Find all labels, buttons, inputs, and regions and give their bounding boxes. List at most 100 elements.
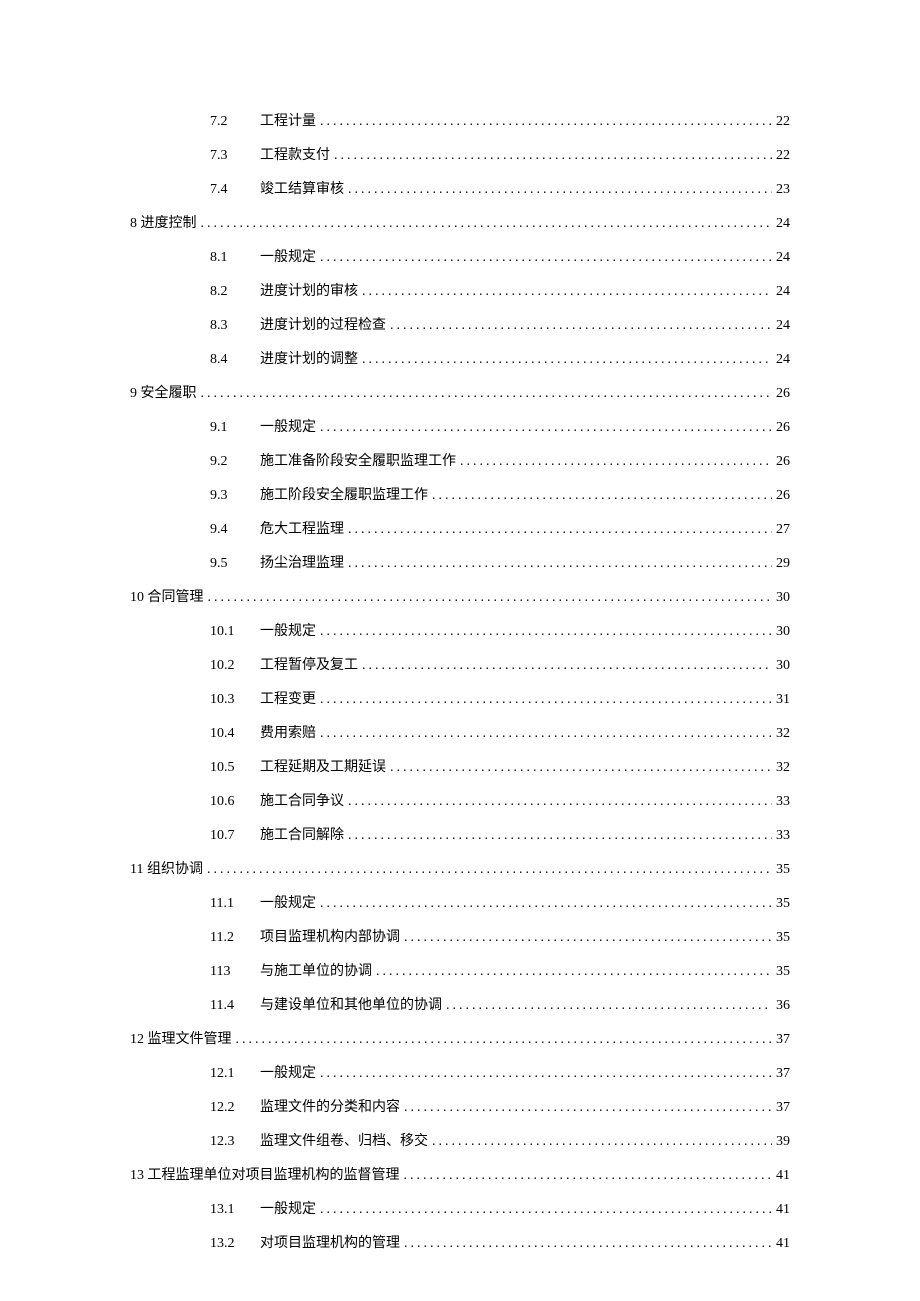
toc-section-number: 10.2 (210, 658, 260, 674)
toc-entry: 8.4进度计划的调整..............................… (210, 348, 790, 368)
toc-leader-dots: ........................................… (207, 862, 772, 878)
toc-page-number: 32 (776, 726, 790, 742)
toc-leader-dots: ........................................… (208, 590, 773, 606)
toc-leader-dots: ........................................… (460, 454, 772, 470)
toc-entry: 9.5扬尘治理监理...............................… (210, 552, 790, 572)
toc-leader-dots: ........................................… (236, 1032, 773, 1048)
toc-entry: 10.1一般规定................................… (210, 620, 790, 640)
toc-heading: 10 合同管理 (130, 586, 204, 606)
toc-section-number: 113 (210, 964, 260, 980)
toc-section-number: 13.2 (210, 1236, 260, 1252)
toc-entry: 7.3工程款支付................................… (210, 144, 790, 164)
toc-section-number: 9.4 (210, 522, 260, 538)
toc-section-title: 施工合同解除 (260, 824, 344, 844)
toc-leader-dots: ........................................… (320, 726, 772, 742)
toc-section-title: 工程计量 (260, 110, 316, 130)
toc-leader-dots: ........................................… (404, 1236, 772, 1252)
toc-section-number: 10.3 (210, 692, 260, 708)
toc-section-title: 危大工程监理 (260, 518, 344, 538)
toc-page-number: 26 (776, 454, 790, 470)
toc-section-title: 一般规定 (260, 246, 316, 266)
toc-page-number: 33 (776, 828, 790, 844)
toc-heading: 13 工程监理单位对项目监理机构的监督管理 (130, 1164, 400, 1184)
toc-section-title: 工程延期及工期延误 (260, 756, 386, 776)
toc-page-number: 41 (776, 1202, 790, 1218)
toc-section-number: 7.4 (210, 182, 260, 198)
toc-entry: 8.1一般规定.................................… (210, 246, 790, 266)
toc-section-title: 与建设单位和其他单位的协调 (260, 994, 442, 1014)
toc-leader-dots: ........................................… (348, 828, 772, 844)
toc-entry: 13 工程监理单位对项目监理机构的监督管理...................… (130, 1164, 790, 1184)
toc-leader-dots: ........................................… (320, 1202, 772, 1218)
toc-page-number: 30 (776, 590, 790, 606)
toc-entry: 9.3施工阶段安全履职监理工作.........................… (210, 484, 790, 504)
toc-section-number: 10.6 (210, 794, 260, 810)
toc-page-number: 27 (776, 522, 790, 538)
toc-section-number: 9.3 (210, 488, 260, 504)
toc-entry: 10.5工程延期及工期延误...........................… (210, 756, 790, 776)
toc-section-title: 一般规定 (260, 416, 316, 436)
toc-leader-dots: ........................................… (320, 114, 772, 130)
toc-section-number: 11.1 (210, 896, 260, 912)
toc-leader-dots: ........................................… (348, 522, 772, 538)
toc-section-number: 8.3 (210, 318, 260, 334)
toc-section-title: 项目监理机构内部协调 (260, 926, 400, 946)
toc-page-number: 26 (776, 420, 790, 436)
toc-leader-dots: ........................................… (334, 148, 772, 164)
toc-section-number: 8.1 (210, 250, 260, 266)
toc-leader-dots: ........................................… (320, 896, 772, 912)
toc-page-number: 35 (776, 930, 790, 946)
toc-leader-dots: ........................................… (390, 760, 772, 776)
toc-section-title: 工程变更 (260, 688, 316, 708)
toc-page-number: 22 (776, 148, 790, 164)
toc-section-number: 7.3 (210, 148, 260, 164)
toc-entry: 8 进度控制..................................… (130, 212, 790, 232)
toc-entry: 12 监理文件管理...............................… (130, 1028, 790, 1048)
toc-page-number: 24 (776, 216, 790, 232)
toc-entry: 10 合同管理.................................… (130, 586, 790, 606)
toc-leader-dots: ........................................… (348, 794, 772, 810)
toc-entry: 9 安全履职..................................… (130, 382, 790, 402)
toc-entry: 11.2项目监理机构内部协调..........................… (210, 926, 790, 946)
toc-heading: 8 进度控制 (130, 212, 197, 232)
toc-leader-dots: ........................................… (320, 250, 772, 266)
toc-leader-dots: ........................................… (320, 420, 772, 436)
toc-heading: 9 安全履职 (130, 382, 197, 402)
toc-page-number: 22 (776, 114, 790, 130)
toc-section-number: 10.7 (210, 828, 260, 844)
toc-section-title: 扬尘治理监理 (260, 552, 344, 572)
toc-section-title: 竣工结算审核 (260, 178, 344, 198)
toc-entry: 10.6施工合同争议..............................… (210, 790, 790, 810)
toc-entry: 8.2进度计划的审核..............................… (210, 280, 790, 300)
toc-page-number: 26 (776, 386, 790, 402)
toc-entry: 7.2工程计量.................................… (210, 110, 790, 130)
toc-section-number: 10.5 (210, 760, 260, 776)
toc-leader-dots: ........................................… (201, 386, 773, 402)
toc-page-number: 41 (776, 1236, 790, 1252)
toc-section-title: 费用索赔 (260, 722, 316, 742)
toc-section-number: 9.5 (210, 556, 260, 572)
table-of-contents: 7.2工程计量.................................… (130, 110, 790, 1252)
toc-page-number: 24 (776, 352, 790, 368)
toc-entry: 12.3监理文件组卷、归档、移交........................… (210, 1130, 790, 1150)
toc-section-number: 7.2 (210, 114, 260, 130)
toc-leader-dots: ........................................… (432, 1134, 772, 1150)
toc-entry: 10.7施工合同解除..............................… (210, 824, 790, 844)
toc-entry: 10.4费用索赔................................… (210, 722, 790, 742)
toc-section-title: 进度计划的审核 (260, 280, 358, 300)
toc-entry: 10.2工程暂停及复工.............................… (210, 654, 790, 674)
toc-leader-dots: ........................................… (376, 964, 772, 980)
toc-page-number: 36 (776, 998, 790, 1014)
toc-entry: 8.3进度计划的过程检查............................… (210, 314, 790, 334)
toc-heading: 11 组织协调 (130, 858, 203, 878)
toc-section-title: 工程款支付 (260, 144, 330, 164)
toc-page-number: 30 (776, 624, 790, 640)
toc-page-number: 26 (776, 488, 790, 504)
toc-section-number: 8.2 (210, 284, 260, 300)
toc-leader-dots: ........................................… (320, 1066, 772, 1082)
toc-page-number: 37 (776, 1032, 790, 1048)
toc-section-number: 12.3 (210, 1134, 260, 1150)
toc-section-title: 一般规定 (260, 892, 316, 912)
toc-entry: 11.1一般规定................................… (210, 892, 790, 912)
toc-section-title: 进度计划的调整 (260, 348, 358, 368)
